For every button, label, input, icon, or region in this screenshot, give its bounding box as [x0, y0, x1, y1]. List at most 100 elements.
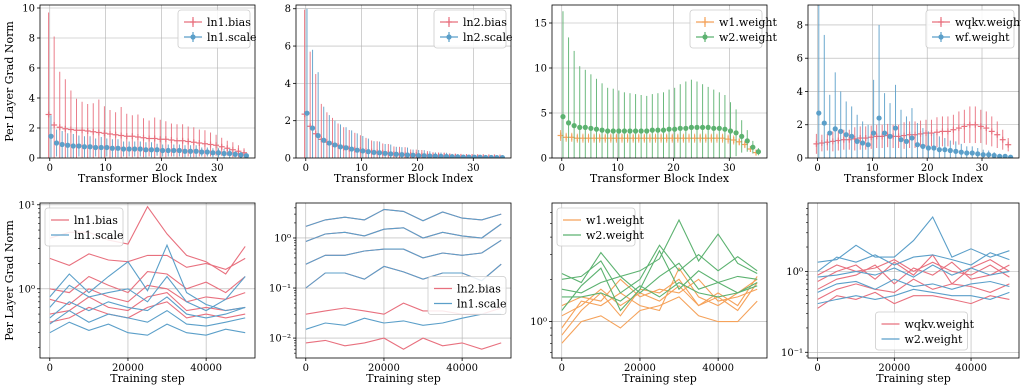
series-line [49, 253, 246, 270]
series-ln1.bias [45, 12, 248, 158]
y-axis-label: Per Layer Grad Norm [3, 220, 16, 341]
legend: ln1.bias ln1.scale [177, 9, 257, 49]
series-line [817, 252, 1010, 272]
data-point [638, 128, 644, 134]
data-point [660, 127, 667, 133]
y-tick-label: 10 [22, 4, 35, 15]
y-tick-label: 2 [29, 124, 35, 135]
data-point [958, 149, 964, 155]
legend-label: wqkv.weight [905, 318, 975, 331]
data-point [980, 152, 986, 158]
data-point [81, 144, 88, 150]
legend-label: ln1.bias [207, 16, 251, 29]
legend-marker [190, 34, 196, 40]
data-point [683, 125, 689, 131]
data-point [176, 147, 183, 154]
series-line [817, 258, 1010, 278]
data-point [964, 150, 970, 156]
axes-frame [551, 202, 768, 359]
x-tick-label: 40000 [190, 363, 222, 374]
x-tick-label: 30 [723, 163, 736, 174]
legend: wqkv.weight wf.weight [925, 9, 1021, 49]
series-line [561, 249, 758, 312]
data-point [204, 149, 210, 155]
y-tick-label: 10 [534, 64, 547, 75]
data-point [610, 128, 616, 134]
series-line [49, 301, 246, 323]
x-tick-label: 0 [47, 163, 53, 174]
y-tick-label: 0 [797, 154, 803, 165]
series-line [305, 239, 502, 265]
legend-label: ln2.bias [457, 283, 501, 296]
data-point [154, 147, 160, 153]
series-line [305, 263, 502, 289]
y-tick-label: 2 [285, 116, 291, 127]
data-point [727, 128, 734, 134]
data-point [126, 146, 132, 152]
series-line [49, 321, 246, 336]
data-point [70, 143, 76, 149]
x-axis-label: Training step [110, 372, 185, 385]
series-line [305, 223, 502, 243]
data-point [171, 147, 177, 154]
data-point [577, 124, 583, 130]
y-tick-label: 8 [29, 34, 35, 45]
data-point [65, 142, 71, 148]
data-point [104, 144, 110, 151]
legend-marker [446, 34, 452, 40]
data-point [427, 153, 433, 158]
plot-area [813, 5, 1014, 158]
x-tick-label: 0 [559, 363, 565, 374]
data-point [187, 148, 194, 154]
series-line [817, 261, 1010, 290]
data-point [903, 138, 910, 144]
panel-wqkv-bottom: 0 20000 40000 10⁻¹ 10⁰ Training step wqkv.weig… [781, 202, 1020, 385]
legend: w1.weight w2.weight [556, 207, 644, 247]
data-point [499, 155, 506, 158]
data-point [699, 124, 706, 130]
data-point [711, 125, 717, 131]
data-point [227, 150, 233, 157]
data-point [582, 124, 588, 130]
data-point [627, 128, 633, 134]
data-point [76, 143, 82, 149]
x-axis-label: Training step [876, 372, 951, 385]
axes-frame [295, 202, 512, 359]
legend-marker [702, 34, 708, 40]
x-tick-label: 30 [976, 163, 989, 174]
data-point [969, 150, 975, 156]
series-line [561, 244, 758, 294]
data-point [991, 152, 997, 158]
x-tick-label: 10 [99, 163, 112, 174]
legend-frame [925, 9, 1015, 49]
data-point [975, 151, 981, 157]
series-line [305, 208, 502, 227]
data-point [666, 126, 672, 132]
plot-area [817, 215, 1010, 309]
data-point [148, 147, 155, 153]
data-point [360, 148, 366, 154]
legend-frame [427, 276, 507, 315]
data-point [865, 142, 871, 148]
data-point [854, 138, 860, 144]
axes-frame [551, 4, 768, 159]
data-point [644, 128, 650, 134]
series-line [49, 275, 246, 312]
data-point [876, 115, 882, 121]
y-tick-label: 4 [285, 79, 291, 90]
x-tick-label: 10 [355, 163, 368, 174]
data-point [421, 153, 427, 158]
series-wf.weight [816, 5, 1014, 158]
data-point [925, 145, 932, 151]
panel-w-bottom: 0 20000 40000 10⁰ Training step w1.weight w2.w… [530, 202, 768, 385]
y-tick-label: 10⁻¹ [269, 284, 291, 295]
data-point [750, 144, 756, 150]
plot-area [557, 11, 762, 158]
legend: ln2.bias ln2.scale [433, 9, 513, 49]
data-point [1008, 154, 1014, 158]
data-point [632, 128, 639, 134]
data-point [947, 147, 953, 154]
data-point [449, 154, 455, 158]
series-line [817, 288, 1010, 305]
data-point [87, 144, 93, 150]
